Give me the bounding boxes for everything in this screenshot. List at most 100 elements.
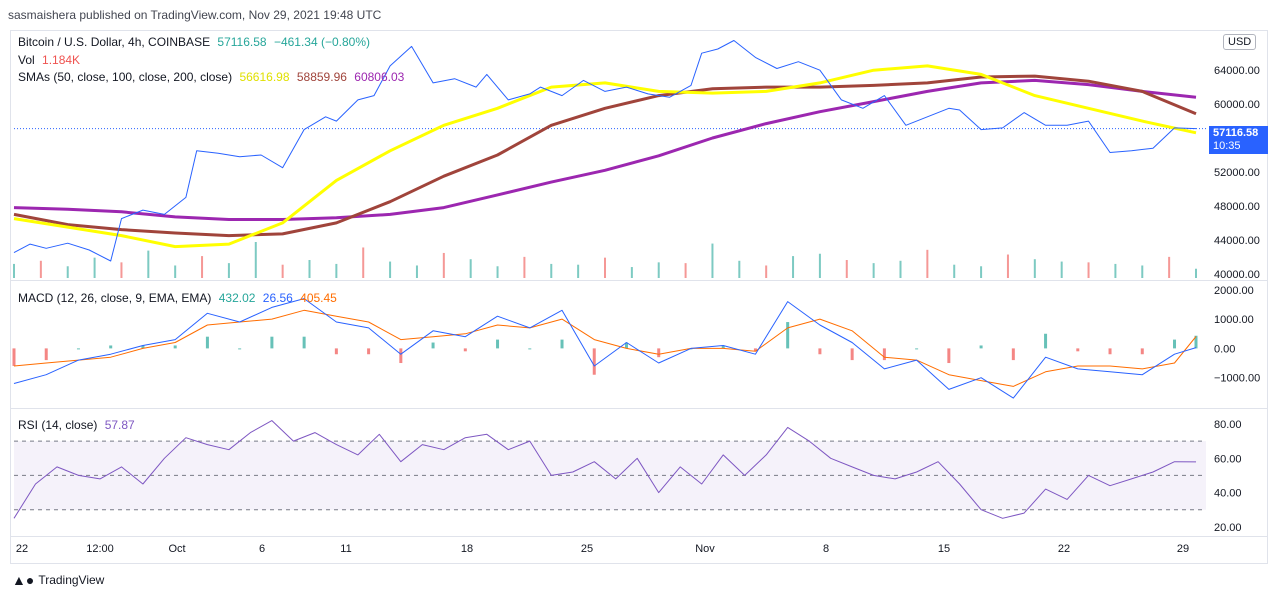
volume-bar	[1114, 263, 1117, 278]
tradingview-logo-icon: ▲●	[12, 572, 35, 588]
volume-bar	[1060, 261, 1063, 278]
pane-separator[interactable]	[10, 408, 1268, 409]
time-axis-tick-label: 22	[1058, 543, 1070, 555]
volume-bar	[604, 257, 606, 278]
time-axis-tick-label: 11	[340, 543, 351, 555]
volume-bar	[13, 263, 15, 278]
macd-histogram-bar	[1140, 348, 1144, 355]
volume-bar	[577, 264, 580, 278]
time-axis-tick-label: Nov	[695, 543, 715, 555]
macd-line	[13, 298, 1197, 399]
volume-bar	[442, 252, 445, 278]
volume-bar	[496, 266, 499, 278]
price-axis-tick-label: 44000.00	[1214, 235, 1260, 247]
time-axis-tick-label: 8	[823, 543, 829, 555]
macd-value: 26.56	[262, 291, 293, 305]
macd-histogram-bar	[528, 348, 532, 350]
macd-histogram-bar	[657, 348, 661, 358]
volume-bar	[523, 256, 526, 278]
volume-bar	[1195, 268, 1197, 278]
rsi-axis-tick-label: 80.00	[1214, 419, 1242, 431]
volume-label: Vol	[18, 53, 35, 67]
macd-histogram-bar	[1173, 339, 1177, 349]
volume-bar	[39, 260, 42, 278]
price-axis-tick-label: 64000.00	[1214, 65, 1260, 77]
price-tag: 57116.58 10:35	[1209, 126, 1268, 154]
price-axis-tick-label: 52000.00	[1214, 167, 1260, 179]
volume-bar	[66, 266, 69, 278]
volume-bar	[1141, 265, 1144, 278]
sma200-value: 60806.03	[354, 70, 405, 84]
volume-bar	[899, 260, 902, 278]
rsi-line	[13, 420, 1197, 519]
macd-histogram-bar	[592, 348, 596, 375]
volume-bar	[174, 265, 177, 278]
volume-bar	[953, 264, 956, 278]
macd-hist-value: 432.02	[218, 291, 256, 305]
macd-axis-tick-label: 2000.00	[1214, 285, 1254, 297]
macd-histogram-bar	[496, 339, 500, 349]
macd-histogram-bar	[205, 336, 209, 349]
volume-bar	[469, 259, 472, 278]
macd-histogram-bar	[560, 339, 564, 349]
rsi-axis-tick-label: 20.00	[1214, 522, 1242, 534]
volume-bar	[415, 265, 418, 278]
price-change: −461.34 (−0.80%)	[273, 35, 371, 49]
macd-histogram-bar	[173, 345, 177, 349]
rsi-label: RSI (14, close)	[18, 418, 98, 432]
macd-histogram-bar	[141, 345, 145, 349]
rsi-value: 57.87	[104, 418, 135, 432]
macd-histogram-bar	[238, 348, 242, 350]
volume-bar	[765, 265, 768, 278]
pane-separator[interactable]	[10, 536, 1268, 537]
time-axis-tick-label: Oct	[168, 543, 185, 555]
symbol-title: Bitcoin / U.S. Dollar, 4h, COINBASE	[18, 35, 211, 49]
macd-histogram-bar	[721, 345, 725, 349]
volume-bar	[1168, 256, 1171, 278]
volume-bar	[980, 266, 983, 278]
rsi-legend: RSI (14, close) 57.87	[18, 418, 135, 432]
rsi-axis-tick-label: 60.00	[1214, 453, 1242, 465]
macd-histogram-bar	[1076, 348, 1080, 352]
volume-bar	[550, 263, 553, 278]
currency-button[interactable]: USD	[1223, 34, 1257, 50]
macd-histogram-bar	[12, 348, 16, 366]
publish-header: sasmaishera published on TradingView.com…	[8, 8, 382, 22]
time-axis-tick-label: 12:00	[86, 543, 114, 555]
volume-bar	[389, 261, 392, 278]
pane-separator[interactable]	[10, 280, 1268, 281]
macd-histogram-bar	[786, 322, 790, 349]
macd-histogram-bar	[463, 348, 467, 352]
volume-bar	[630, 267, 633, 278]
time-axis-tick-label: 25	[581, 543, 593, 555]
sma100-value: 58859.96	[296, 70, 347, 84]
macd-histogram-bar	[818, 348, 822, 355]
volume-bar	[792, 256, 795, 278]
macd-signal-line	[13, 309, 1197, 387]
volume-legend: Vol 1.184K	[18, 53, 80, 67]
sma-label: SMAs (50, close, 100, close, 200, close)	[18, 70, 233, 84]
macd-histogram-bar	[979, 345, 983, 349]
volume-bar	[147, 250, 150, 278]
volume-bar	[254, 242, 257, 278]
chart-frame[interactable]	[10, 30, 1268, 564]
macd-axis-tick-label: 0.00	[1214, 343, 1235, 355]
sma50-value: 56616.98	[239, 70, 290, 84]
volume-bar	[1087, 262, 1090, 278]
macd-histogram-bar	[431, 342, 435, 349]
macd-histogram-bar	[1194, 335, 1198, 349]
volume-bar	[201, 256, 204, 278]
macd-histogram-bar	[76, 348, 80, 350]
time-axis-tick-label: 22	[16, 543, 28, 555]
sma200-line	[13, 78, 1197, 221]
footer-brand[interactable]: ▲● TradingView	[12, 572, 104, 588]
volume-bar	[227, 263, 230, 278]
macd-histogram-bar	[1044, 333, 1048, 349]
macd-histogram-bar	[270, 336, 274, 349]
macd-histogram-bar	[1108, 348, 1112, 355]
volume-value: 1.184K	[42, 53, 81, 67]
volume-bar	[362, 247, 365, 278]
macd-histogram-bar	[302, 336, 306, 349]
macd-histogram-bar	[753, 348, 757, 352]
